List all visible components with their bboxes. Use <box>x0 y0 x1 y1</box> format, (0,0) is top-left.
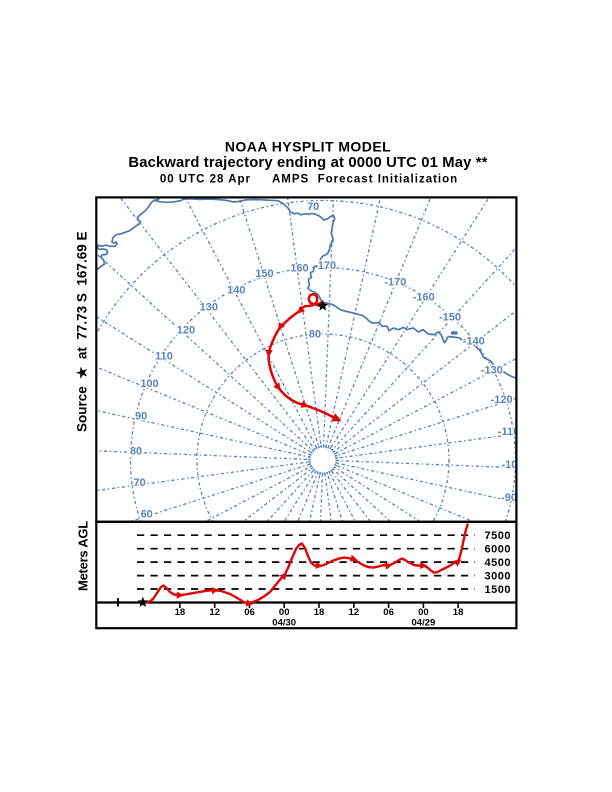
svg-text:3000: 3000 <box>485 570 511 582</box>
svg-text:140: 140 <box>227 284 245 296</box>
svg-text:12: 12 <box>209 607 220 618</box>
svg-text:06: 06 <box>383 607 394 618</box>
svg-text:80: 80 <box>309 329 321 341</box>
svg-text:Source ★ at 77.73 S 167.69: Source ★ at 77.73 S 167.69 E <box>75 232 90 432</box>
svg-text:90: 90 <box>135 411 147 423</box>
svg-text:Meters AGL: Meters AGL <box>76 521 91 591</box>
svg-text:100: 100 <box>140 378 158 390</box>
svg-text:1500: 1500 <box>485 584 511 596</box>
svg-text:-130: -130 <box>481 365 503 377</box>
svg-text:130: 130 <box>200 302 218 314</box>
svg-text:7500: 7500 <box>485 530 511 542</box>
svg-text:110: 110 <box>155 351 173 363</box>
svg-text:04/29: 04/29 <box>412 617 436 628</box>
svg-text:-140: -140 <box>463 336 485 348</box>
svg-text:18: 18 <box>175 607 186 618</box>
svg-text:-160: -160 <box>413 292 435 304</box>
svg-text:18: 18 <box>453 607 464 618</box>
svg-text:80: 80 <box>130 446 142 458</box>
svg-text:160: 160 <box>290 263 308 275</box>
svg-text:4500: 4500 <box>485 557 511 569</box>
svg-text:70: 70 <box>133 477 145 489</box>
svg-text:18: 18 <box>314 607 325 618</box>
svg-text:-100: -100 <box>501 459 523 471</box>
svg-text:06: 06 <box>244 607 255 618</box>
svg-text:120: 120 <box>177 325 195 337</box>
svg-text:NOAA HYSPLIT MODEL: NOAA HYSPLIT MODEL <box>225 138 391 154</box>
svg-text:00: 00 <box>279 607 290 618</box>
svg-text:6000: 6000 <box>485 544 511 556</box>
svg-text:12: 12 <box>349 607 360 618</box>
svg-text:-120: -120 <box>491 394 513 406</box>
svg-text:-90: -90 <box>501 492 517 504</box>
svg-text:170: 170 <box>318 260 336 272</box>
svg-text:-170: -170 <box>384 276 406 288</box>
svg-text:00: 00 <box>418 607 429 618</box>
svg-text:Backward trajectory ending at: Backward trajectory ending at 0000 UTC 0… <box>128 155 487 171</box>
svg-text:04/30: 04/30 <box>272 617 296 628</box>
svg-text:-150: -150 <box>439 312 461 324</box>
svg-text:60: 60 <box>141 509 153 521</box>
svg-text:-110: -110 <box>498 426 519 438</box>
svg-text:150: 150 <box>255 268 273 280</box>
svg-text:00 UTC 28 Apr AMPS Foreca: 00 UTC 28 Apr AMPS Forecast Initializati… <box>160 174 458 186</box>
svg-text:70: 70 <box>307 201 319 213</box>
